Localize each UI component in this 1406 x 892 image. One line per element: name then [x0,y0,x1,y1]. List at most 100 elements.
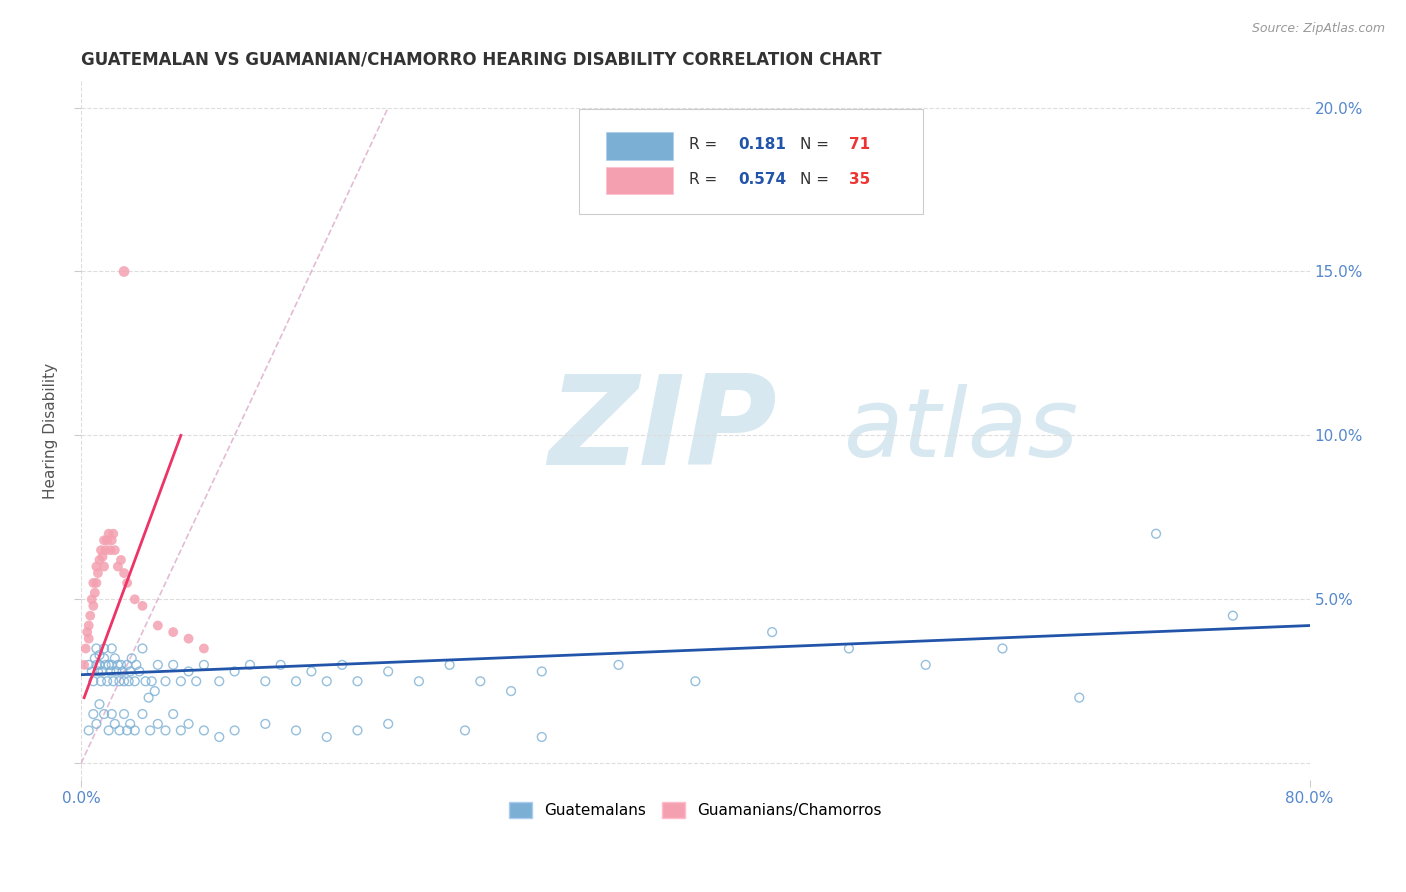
Point [89,648,111,662]
Point [124,674,146,689]
Point [138,690,160,705]
Point [124,592,146,607]
Point [125,657,148,672]
Point [208,674,231,689]
Point [100,657,122,672]
Point [135,674,157,689]
Point [89,553,111,567]
Point [117,674,139,689]
Point [454,723,477,738]
Point [177,717,200,731]
Text: 0.574: 0.574 [738,171,786,186]
Point [80,592,103,607]
Point [73,657,96,672]
Point [124,723,146,738]
Point [239,657,262,672]
Point [104,543,127,558]
Point [77,618,100,632]
Point [97,657,120,672]
Point [530,665,553,679]
Point [111,665,134,679]
Point [86,717,108,731]
Point [87,566,110,580]
Point [83,586,105,600]
Text: R =: R = [689,171,717,186]
Point [87,665,110,679]
Point [90,674,112,689]
Point [112,674,135,689]
Point [186,674,208,689]
Text: N =: N = [800,171,828,186]
Point [98,665,121,679]
Legend: Guatemalans, Guamanians/Chamorros: Guatemalans, Guamanians/Chamorros [503,797,887,824]
Point [177,632,200,646]
Point [177,665,200,679]
Point [80,665,103,679]
Point [98,543,121,558]
Point [93,559,115,574]
Point [107,657,129,672]
Point [82,706,104,721]
Text: 0.181: 0.181 [738,136,786,152]
Point [97,526,120,541]
Point [607,657,630,672]
Point [170,723,193,738]
Y-axis label: Hearing Disability: Hearing Disability [44,362,58,499]
Point [115,575,138,590]
Point [285,723,308,738]
Point [285,674,308,689]
Point [139,723,162,738]
Point [112,264,135,278]
Point [112,566,135,580]
Point [77,723,100,738]
Point [131,641,153,656]
Point [83,651,105,665]
Text: atlas: atlas [842,384,1078,477]
Point [346,674,368,689]
Point [112,706,135,721]
Point [108,723,131,738]
Point [94,657,117,672]
Point [96,533,118,548]
Point [76,625,98,640]
Point [315,730,337,744]
Point [499,684,522,698]
Point [299,665,322,679]
Point [107,559,129,574]
Point [103,526,125,541]
Point [838,641,860,656]
Point [93,706,115,721]
Point [377,717,399,731]
Point [110,553,132,567]
Point [162,625,184,640]
Point [82,599,104,613]
Point [146,618,169,632]
Point [100,706,122,721]
Point [108,674,131,689]
Point [82,674,104,689]
Point [91,665,114,679]
Text: R =: R = [689,136,717,152]
Point [97,723,120,738]
Point [208,730,231,744]
Point [685,674,707,689]
Point [131,599,153,613]
Point [991,641,1014,656]
Point [131,706,153,721]
Point [96,674,118,689]
Point [270,657,292,672]
Point [86,559,108,574]
Point [315,674,337,689]
Point [193,641,215,656]
Point [86,575,108,590]
Point [170,674,193,689]
Point [408,674,430,689]
Point [1222,608,1244,623]
Point [103,674,125,689]
Point [1069,690,1091,705]
Point [93,641,115,656]
Point [128,665,150,679]
Point [141,674,163,689]
Point [162,657,184,672]
Point [89,657,111,672]
